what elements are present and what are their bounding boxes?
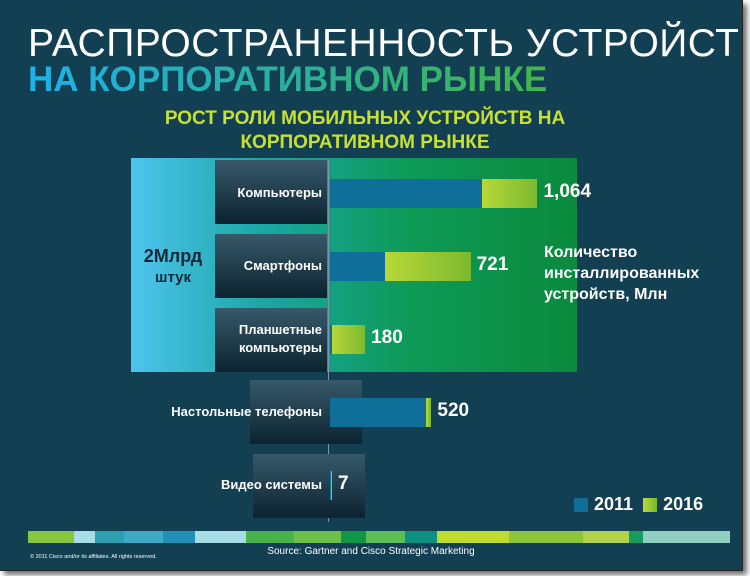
bar-2016 (331, 325, 366, 354)
chart-title: РОСТ РОЛИ МОБИЛЬНЫХ УСТРОЙСТВ НА КОРПОРА… (80, 107, 650, 155)
category-label-line: компьютеры (238, 340, 322, 355)
category-panel (215, 308, 327, 372)
bar-total-label: 1,064 (543, 181, 592, 202)
bar-2016 (425, 398, 432, 427)
legend-label-2016: 2016 (663, 494, 704, 514)
stripe-segment (94, 531, 124, 543)
stripe-segment (245, 531, 295, 543)
category-label: Планшетные компьютеры (239, 321, 322, 357)
chart-baseline (328, 160, 329, 522)
stripe-segment (404, 531, 438, 543)
stripe-segment (28, 531, 74, 543)
category-label-line: Настольные телефоны (171, 404, 322, 419)
bar-2016 (384, 252, 471, 281)
highlight-total-value: 2Млрд (143, 246, 203, 266)
stripe-segment (437, 531, 510, 543)
bar-2016 (331, 471, 332, 500)
slide-title-line1: РАСПРОСТРАНЕННОСТЬ УСТРОЙСТВ (28, 22, 743, 65)
chart-title-line1: РОСТ РОЛИ МОБИЛЬНЫХ УСТРОЙСТВ НА (164, 108, 566, 129)
stripe-segment (162, 531, 196, 543)
highlight-total-unit: штук (154, 269, 192, 286)
chart-title-line2: КОРПОРАТИВНОМ РЫНКЕ (240, 132, 490, 153)
stripe-segment (195, 531, 246, 543)
chart-annotation: Количество инсталлированных устройств, М… (544, 242, 734, 305)
legend-swatch-2011 (574, 497, 588, 512)
stripe-segment (73, 531, 95, 543)
category-label: Видео системы (221, 476, 322, 494)
slide-title-line2: НА КОРПОРАТИВНОМ РЫНКЕ (28, 60, 548, 99)
bar-total-label: 721 (476, 254, 509, 275)
bar-2011 (330, 471, 331, 500)
bar-2016 (482, 179, 538, 208)
stripe-segment (582, 531, 630, 543)
stripe-segment (365, 531, 405, 543)
legend-swatch-2016 (643, 497, 658, 512)
bar-total-label: 180 (371, 327, 403, 348)
category-label-line: Видео системы (220, 477, 322, 492)
category-panel (215, 160, 327, 224)
category-label: Смартфоны (244, 257, 322, 275)
bar-2011 (330, 252, 385, 281)
bar-total-label: 520 (437, 400, 470, 421)
bar-2011 (330, 179, 483, 208)
stripe-segment (642, 531, 730, 543)
stripe-segment (340, 531, 366, 543)
category-label-line: Смартфоны (243, 258, 322, 273)
category-label-line: Компьютеры (237, 185, 322, 200)
legend-label-2011: 2011 (594, 494, 634, 514)
category-label-line: Планшетные (238, 322, 322, 337)
category-label: Настольные телефоны (171, 403, 322, 421)
annotation-line: инсталлированных (544, 265, 700, 282)
stripe-segment (294, 531, 341, 543)
category-panel (215, 234, 327, 298)
bar-2011 (330, 398, 426, 427)
annotation-line: Количество (544, 244, 638, 261)
copyright-note: © 2011 Cisco and/or its affiliates. All … (30, 554, 157, 560)
stripe-segment (509, 531, 583, 543)
chart-legend: 2011 2016 (574, 494, 703, 515)
source-note: Source: Gartner and Cisco Strategic Mark… (267, 546, 475, 557)
highlight-total-label: 2Млрд штук (135, 246, 211, 288)
bar-2011 (330, 325, 332, 354)
decorative-color-stripe (28, 531, 730, 543)
stripe-segment (629, 531, 643, 543)
annotation-line: устройств, Млн (544, 286, 668, 303)
category-panel (253, 454, 365, 518)
category-label: Компьютеры (237, 184, 322, 202)
stripe-segment (123, 531, 163, 543)
bar-total-label: 7 (338, 473, 349, 494)
